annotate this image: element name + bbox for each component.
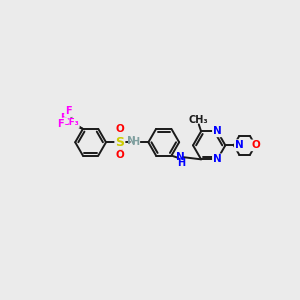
Text: N: N [213, 126, 222, 136]
Text: O: O [116, 124, 124, 134]
Text: H: H [177, 158, 185, 167]
Text: N: N [176, 152, 185, 162]
Text: N: N [213, 154, 222, 164]
Text: O: O [116, 150, 124, 160]
Text: N: N [235, 140, 244, 150]
Text: N: N [235, 140, 244, 150]
Text: O: O [251, 140, 260, 150]
Text: F: F [60, 113, 67, 123]
Text: F: F [65, 106, 72, 116]
Text: F: F [57, 118, 64, 128]
Text: N: N [127, 136, 136, 146]
Text: S: S [116, 136, 124, 149]
Text: H: H [131, 137, 139, 147]
Text: CF₃: CF₃ [62, 118, 79, 127]
Text: CH₃: CH₃ [189, 115, 208, 125]
